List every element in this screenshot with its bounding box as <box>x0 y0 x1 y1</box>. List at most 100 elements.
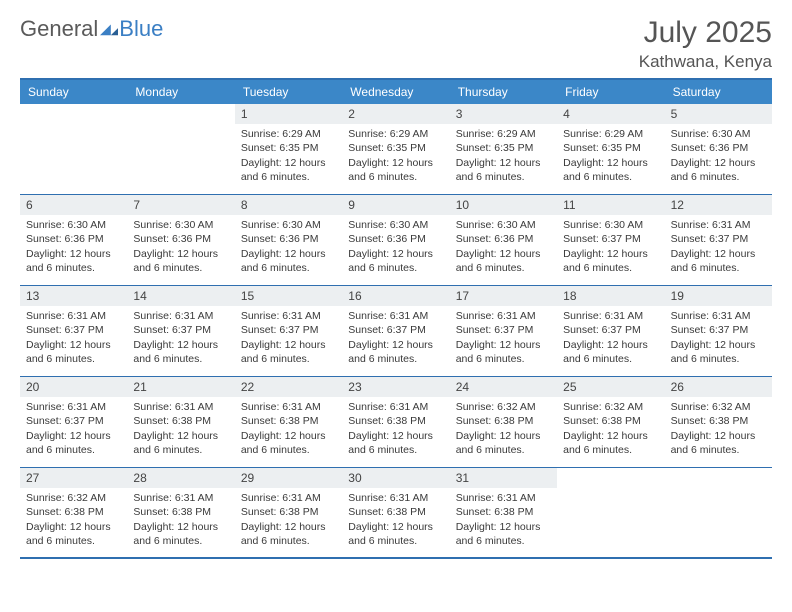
day-number: 13 <box>20 286 127 306</box>
day-number: 8 <box>235 195 342 215</box>
calendar-day-cell: 7Sunrise: 6:30 AMSunset: 6:36 PMDaylight… <box>127 195 234 286</box>
day-number: 14 <box>127 286 234 306</box>
calendar-day-cell: 10Sunrise: 6:30 AMSunset: 6:36 PMDayligh… <box>450 195 557 286</box>
day-number: 11 <box>557 195 664 215</box>
day-details: Sunrise: 6:30 AMSunset: 6:36 PMDaylight:… <box>127 215 234 278</box>
calendar-day-cell: 30Sunrise: 6:31 AMSunset: 6:38 PMDayligh… <box>342 468 449 559</box>
day-number: 12 <box>665 195 772 215</box>
calendar-day-cell: 3Sunrise: 6:29 AMSunset: 6:35 PMDaylight… <box>450 104 557 195</box>
day-number: 19 <box>665 286 772 306</box>
day-number: 1 <box>235 104 342 124</box>
day-details: Sunrise: 6:31 AMSunset: 6:38 PMDaylight:… <box>127 397 234 460</box>
title-month: July 2025 <box>639 16 772 50</box>
calendar-empty-cell <box>127 104 234 195</box>
day-number: 30 <box>342 468 449 488</box>
dayhdr-sat: Saturday <box>665 80 772 104</box>
calendar-day-cell: 14Sunrise: 6:31 AMSunset: 6:37 PMDayligh… <box>127 286 234 377</box>
day-number: 18 <box>557 286 664 306</box>
day-details: Sunrise: 6:31 AMSunset: 6:37 PMDaylight:… <box>557 306 664 369</box>
day-number: 24 <box>450 377 557 397</box>
day-details: Sunrise: 6:29 AMSunset: 6:35 PMDaylight:… <box>450 124 557 187</box>
calendar-day-cell: 28Sunrise: 6:31 AMSunset: 6:38 PMDayligh… <box>127 468 234 559</box>
calendar-day-cell: 22Sunrise: 6:31 AMSunset: 6:38 PMDayligh… <box>235 377 342 468</box>
calendar-day-cell: 20Sunrise: 6:31 AMSunset: 6:37 PMDayligh… <box>20 377 127 468</box>
day-number: 7 <box>127 195 234 215</box>
day-details: Sunrise: 6:29 AMSunset: 6:35 PMDaylight:… <box>235 124 342 187</box>
calendar-empty-cell <box>665 468 772 559</box>
day-details: Sunrise: 6:32 AMSunset: 6:38 PMDaylight:… <box>557 397 664 460</box>
calendar-day-cell: 26Sunrise: 6:32 AMSunset: 6:38 PMDayligh… <box>665 377 772 468</box>
calendar-day-cell: 27Sunrise: 6:32 AMSunset: 6:38 PMDayligh… <box>20 468 127 559</box>
day-details: Sunrise: 6:31 AMSunset: 6:37 PMDaylight:… <box>235 306 342 369</box>
calendar-day-cell: 23Sunrise: 6:31 AMSunset: 6:38 PMDayligh… <box>342 377 449 468</box>
day-number: 16 <box>342 286 449 306</box>
dayhdr-thu: Thursday <box>450 80 557 104</box>
day-details: Sunrise: 6:32 AMSunset: 6:38 PMDaylight:… <box>450 397 557 460</box>
calendar-empty-cell <box>20 104 127 195</box>
day-details: Sunrise: 6:32 AMSunset: 6:38 PMDaylight:… <box>665 397 772 460</box>
day-number: 15 <box>235 286 342 306</box>
logo-mark-icon <box>100 22 118 36</box>
calendar-day-cell: 25Sunrise: 6:32 AMSunset: 6:38 PMDayligh… <box>557 377 664 468</box>
calendar-grid: 1Sunrise: 6:29 AMSunset: 6:35 PMDaylight… <box>20 104 772 559</box>
day-details: Sunrise: 6:30 AMSunset: 6:36 PMDaylight:… <box>342 215 449 278</box>
calendar-day-cell: 1Sunrise: 6:29 AMSunset: 6:35 PMDaylight… <box>235 104 342 195</box>
day-details: Sunrise: 6:31 AMSunset: 6:37 PMDaylight:… <box>20 397 127 460</box>
day-details: Sunrise: 6:30 AMSunset: 6:36 PMDaylight:… <box>20 215 127 278</box>
day-number: 29 <box>235 468 342 488</box>
calendar-day-cell: 11Sunrise: 6:30 AMSunset: 6:37 PMDayligh… <box>557 195 664 286</box>
day-details: Sunrise: 6:31 AMSunset: 6:37 PMDaylight:… <box>665 306 772 369</box>
header: General Blue July 2025 Kathwana, Kenya <box>20 16 772 72</box>
calendar-empty-cell <box>557 468 664 559</box>
day-details: Sunrise: 6:31 AMSunset: 6:37 PMDaylight:… <box>665 215 772 278</box>
day-details: Sunrise: 6:29 AMSunset: 6:35 PMDaylight:… <box>557 124 664 187</box>
calendar-day-cell: 19Sunrise: 6:31 AMSunset: 6:37 PMDayligh… <box>665 286 772 377</box>
dayhdr-wed: Wednesday <box>342 80 449 104</box>
dayhdr-tue: Tuesday <box>235 80 342 104</box>
day-number: 26 <box>665 377 772 397</box>
day-number: 25 <box>557 377 664 397</box>
day-details: Sunrise: 6:29 AMSunset: 6:35 PMDaylight:… <box>342 124 449 187</box>
title-block: July 2025 Kathwana, Kenya <box>639 16 772 72</box>
day-details: Sunrise: 6:32 AMSunset: 6:38 PMDaylight:… <box>20 488 127 551</box>
day-number: 4 <box>557 104 664 124</box>
day-number: 5 <box>665 104 772 124</box>
calendar-day-cell: 2Sunrise: 6:29 AMSunset: 6:35 PMDaylight… <box>342 104 449 195</box>
calendar-day-cell: 16Sunrise: 6:31 AMSunset: 6:37 PMDayligh… <box>342 286 449 377</box>
day-details: Sunrise: 6:31 AMSunset: 6:38 PMDaylight:… <box>450 488 557 551</box>
logo-text-general: General <box>20 16 98 42</box>
calendar-day-cell: 8Sunrise: 6:30 AMSunset: 6:36 PMDaylight… <box>235 195 342 286</box>
calendar-day-cell: 13Sunrise: 6:31 AMSunset: 6:37 PMDayligh… <box>20 286 127 377</box>
title-location: Kathwana, Kenya <box>639 52 772 72</box>
day-details: Sunrise: 6:30 AMSunset: 6:36 PMDaylight:… <box>450 215 557 278</box>
calendar-day-cell: 18Sunrise: 6:31 AMSunset: 6:37 PMDayligh… <box>557 286 664 377</box>
calendar-day-cell: 12Sunrise: 6:31 AMSunset: 6:37 PMDayligh… <box>665 195 772 286</box>
day-details: Sunrise: 6:31 AMSunset: 6:37 PMDaylight:… <box>127 306 234 369</box>
day-details: Sunrise: 6:31 AMSunset: 6:37 PMDaylight:… <box>342 306 449 369</box>
calendar-day-cell: 15Sunrise: 6:31 AMSunset: 6:37 PMDayligh… <box>235 286 342 377</box>
day-details: Sunrise: 6:30 AMSunset: 6:36 PMDaylight:… <box>235 215 342 278</box>
day-number: 28 <box>127 468 234 488</box>
day-number: 3 <box>450 104 557 124</box>
day-details: Sunrise: 6:30 AMSunset: 6:37 PMDaylight:… <box>557 215 664 278</box>
logo: General Blue <box>20 16 163 42</box>
day-details: Sunrise: 6:30 AMSunset: 6:36 PMDaylight:… <box>665 124 772 187</box>
logo-text-blue: Blue <box>119 16 163 42</box>
day-details: Sunrise: 6:31 AMSunset: 6:37 PMDaylight:… <box>450 306 557 369</box>
day-details: Sunrise: 6:31 AMSunset: 6:38 PMDaylight:… <box>235 488 342 551</box>
dayhdr-sun: Sunday <box>20 80 127 104</box>
calendar-day-cell: 4Sunrise: 6:29 AMSunset: 6:35 PMDaylight… <box>557 104 664 195</box>
day-details: Sunrise: 6:31 AMSunset: 6:38 PMDaylight:… <box>342 397 449 460</box>
day-number: 2 <box>342 104 449 124</box>
day-number: 20 <box>20 377 127 397</box>
calendar-day-cell: 31Sunrise: 6:31 AMSunset: 6:38 PMDayligh… <box>450 468 557 559</box>
day-details: Sunrise: 6:31 AMSunset: 6:37 PMDaylight:… <box>20 306 127 369</box>
calendar-day-cell: 6Sunrise: 6:30 AMSunset: 6:36 PMDaylight… <box>20 195 127 286</box>
day-number: 10 <box>450 195 557 215</box>
day-details: Sunrise: 6:31 AMSunset: 6:38 PMDaylight:… <box>127 488 234 551</box>
dayhdr-mon: Monday <box>127 80 234 104</box>
calendar-day-cell: 17Sunrise: 6:31 AMSunset: 6:37 PMDayligh… <box>450 286 557 377</box>
day-number: 17 <box>450 286 557 306</box>
day-number: 23 <box>342 377 449 397</box>
day-details: Sunrise: 6:31 AMSunset: 6:38 PMDaylight:… <box>342 488 449 551</box>
